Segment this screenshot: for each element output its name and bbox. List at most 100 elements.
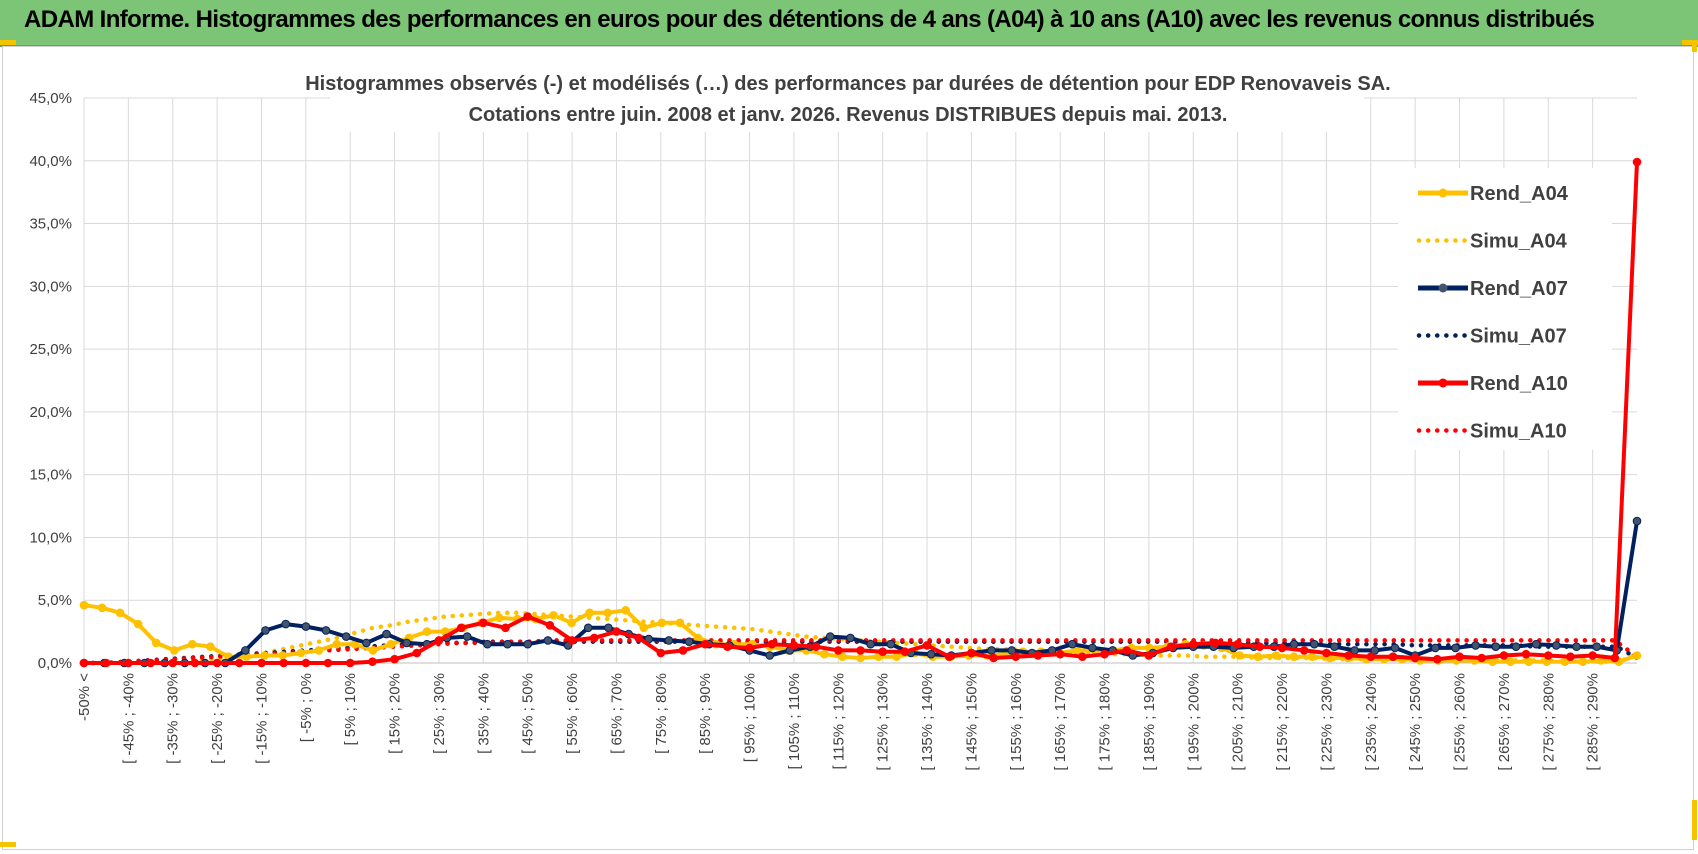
data-point [567, 618, 576, 628]
x-tick-label: [ 185% ; 190% [1141, 673, 1158, 771]
data-point [1410, 653, 1420, 663]
chart-subtitle-line1: Histogrammes observés (-) et modélisés (… [305, 73, 1391, 95]
x-tick-label: [ 145% ; 150% [963, 673, 980, 771]
chart-frame [2, 46, 1694, 850]
x-tick-label: [ 255% ; 260% [1452, 673, 1469, 771]
data-point [523, 612, 533, 621]
data-point [789, 641, 799, 650]
data-point [1511, 642, 1521, 652]
x-tick-label: [ 225% ; 230% [1318, 673, 1335, 771]
corner-marker-right-edge-b [1692, 800, 1697, 840]
legend-label: Rend_A07 [1470, 278, 1568, 300]
data-point [1366, 652, 1376, 662]
series-Rend_A07 [79, 516, 1642, 668]
data-point [549, 611, 558, 620]
data-point [133, 619, 143, 629]
x-tick-label: [ -5% ; 0% [298, 673, 315, 742]
data-point [1011, 652, 1021, 662]
data-point [1588, 651, 1597, 660]
data-point [456, 623, 466, 633]
data-point [1610, 653, 1620, 663]
data-point [301, 622, 311, 631]
data-point [321, 626, 331, 635]
x-tick-label: [ 195% ; 200% [1185, 673, 1202, 771]
data-point [386, 639, 396, 649]
data-point [206, 642, 215, 652]
data-point [878, 647, 888, 657]
data-point [1431, 643, 1440, 653]
data-point [101, 658, 111, 668]
legend-item-Simu_A04: Simu_A04 [1416, 231, 1568, 253]
data-point [1433, 654, 1442, 664]
y-tick-label: 10,0% [29, 529, 72, 546]
data-point [678, 646, 688, 655]
data-point [1521, 649, 1531, 659]
data-point [188, 639, 197, 649]
data-point [1566, 652, 1575, 662]
data-point [987, 646, 996, 655]
y-tick-label: 25,0% [29, 341, 72, 358]
data-point [1007, 646, 1017, 655]
y-tick-label: 5,0% [38, 592, 72, 609]
data-point [967, 648, 976, 658]
x-tick-label: [ 5% ; 10% [342, 673, 359, 746]
data-point [124, 658, 133, 668]
x-tick-label: [ 95% ; 100% [742, 673, 759, 762]
data-point [639, 623, 649, 633]
data-point [97, 603, 107, 613]
data-point [1088, 643, 1097, 653]
data-point [723, 642, 732, 652]
data-point [634, 633, 643, 643]
data-point [422, 627, 432, 636]
data-point [834, 646, 843, 655]
data-point [212, 658, 222, 668]
data-point [612, 627, 621, 636]
x-tick-label: [ 235% ; 240% [1363, 673, 1380, 771]
x-tick-label: [ 125% ; 130% [875, 673, 892, 771]
data-point [656, 648, 666, 658]
data-point [590, 633, 599, 643]
data-point [1388, 652, 1398, 662]
data-point [257, 658, 266, 668]
x-tick-label: [ 135% ; 140% [919, 673, 936, 771]
legend-marker [1438, 188, 1448, 198]
data-point [1344, 651, 1353, 660]
data-point [700, 639, 710, 649]
data-point [900, 647, 910, 657]
data-point [1033, 651, 1043, 660]
data-point [811, 642, 821, 652]
x-tick-label: [ 25% ; 30% [431, 673, 448, 754]
x-tick-label: [ 265% ; 270% [1496, 673, 1513, 771]
data-point [1592, 642, 1601, 652]
grid [83, 97, 1637, 664]
x-tick-label: [ -45% ; -40% [120, 673, 137, 764]
data-point [235, 658, 244, 668]
data-point [1289, 639, 1299, 649]
legend-label: Rend_A04 [1470, 183, 1569, 205]
series-Rend_A10 [79, 157, 1642, 668]
x-tick-label: [ 65% ; 70% [608, 673, 625, 754]
data-point [390, 654, 399, 664]
corner-marker-bottom-left [0, 842, 16, 847]
data-point [1277, 643, 1287, 653]
data-point [745, 643, 754, 653]
y-tick-label: 30,0% [29, 278, 72, 295]
data-point [765, 651, 775, 660]
data-point [583, 623, 593, 633]
x-tick-label: [ 75% ; 80% [653, 673, 670, 754]
data-point [1253, 652, 1263, 662]
data-point [332, 639, 342, 649]
data-point [1471, 641, 1480, 650]
data-point [856, 653, 865, 663]
legend-marker [1438, 378, 1448, 388]
data-point [79, 600, 89, 610]
data-point [1578, 657, 1588, 667]
legend-item-Rend_A04: Rend_A04 [1418, 183, 1569, 205]
data-point [1632, 516, 1642, 526]
data-point [657, 618, 667, 628]
y-tick-label: 45,0% [29, 90, 72, 107]
data-point [402, 638, 412, 648]
data-point [846, 633, 855, 643]
data-point [190, 658, 200, 668]
data-point [279, 658, 289, 668]
